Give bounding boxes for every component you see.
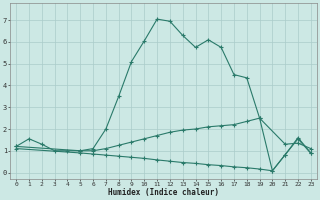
X-axis label: Humidex (Indice chaleur): Humidex (Indice chaleur) (108, 188, 219, 197)
